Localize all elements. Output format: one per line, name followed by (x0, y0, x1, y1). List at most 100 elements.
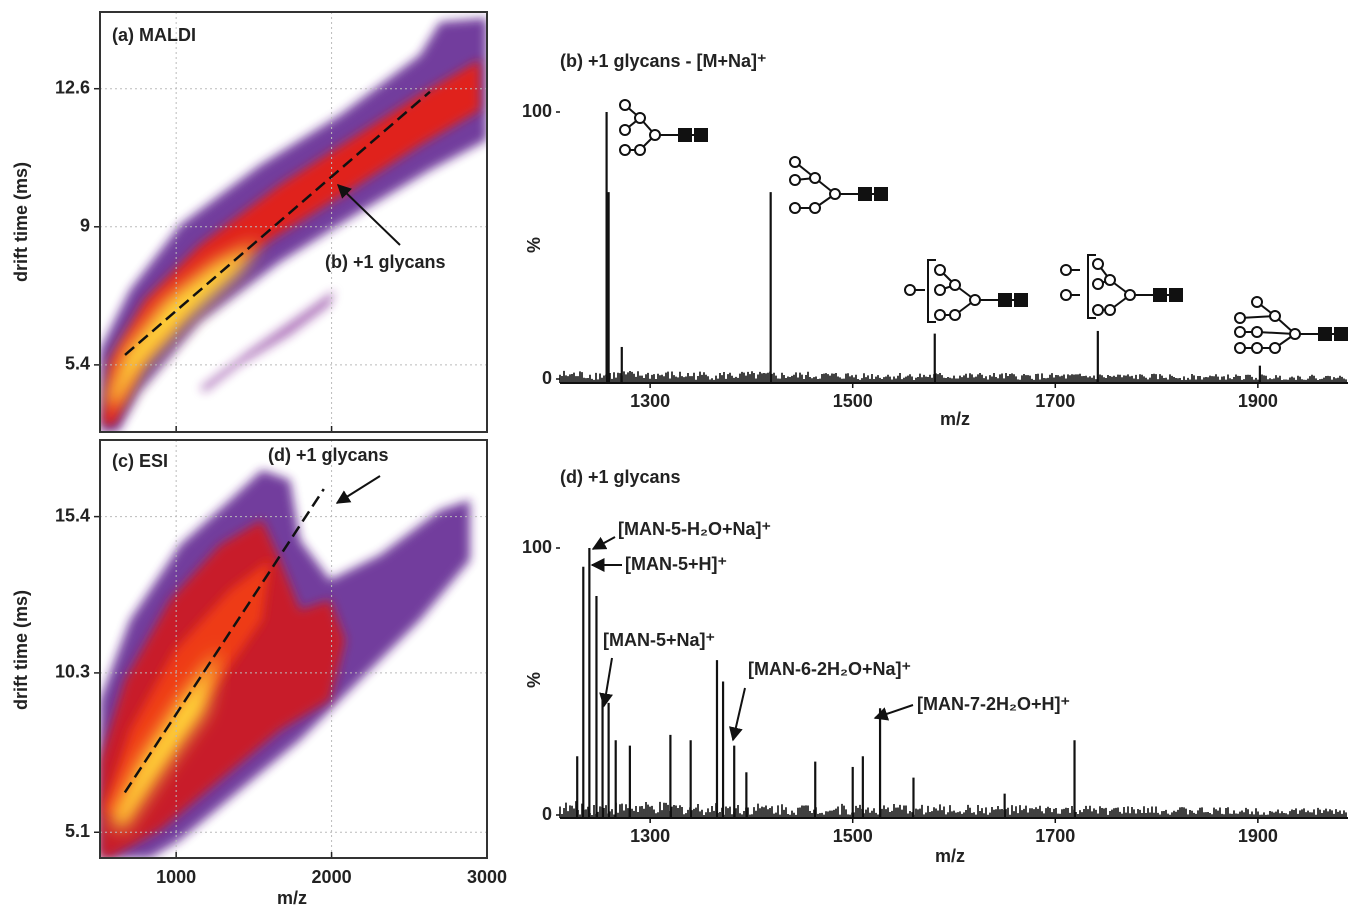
annotation: (d) +1 glycans (268, 445, 389, 465)
glycan-bond (1256, 331, 1296, 335)
x-axis-label: m/z (935, 846, 965, 866)
y-tick-label: 0 (542, 368, 552, 388)
annotation: [MAN-5-H₂O+Na]⁺ (618, 519, 771, 539)
panel-title: (d) +1 glycans (560, 467, 681, 487)
heatmap-cloud (100, 470, 470, 858)
panel-title: (b) +1 glycans - [M+Na]⁺ (560, 51, 767, 71)
glycan-residue (1234, 312, 1246, 324)
y-axis-label: % (524, 237, 544, 253)
baseline-noise (559, 370, 1347, 383)
annotation-arrow (729, 687, 746, 742)
glycan-icons (619, 99, 1348, 354)
x-axis-label: m/z (940, 409, 970, 429)
glycan-residue (934, 264, 946, 276)
y-tick-label: 15.4 (55, 505, 90, 525)
glycan-bracket (1087, 254, 1096, 319)
annotation-arrow (599, 657, 613, 708)
x-tick-label: 1700 (1035, 391, 1075, 411)
glycan-residue (829, 188, 841, 200)
baseline-noise (559, 801, 1347, 818)
glycan-residue (1092, 278, 1104, 290)
y-axis-label: drift time (ms) (11, 590, 31, 710)
glycan-residue (1092, 304, 1104, 316)
glycan-residue (904, 284, 916, 296)
plot-frame (99, 439, 488, 859)
x-tick-label: 1900 (1238, 391, 1278, 411)
glycan-residue (1269, 310, 1281, 322)
annotation-arrow (335, 475, 381, 504)
x-axis-label: m/z (277, 888, 307, 908)
x-tick-label: 1000 (156, 867, 196, 887)
glycan-residue (1092, 258, 1104, 270)
glycan-residue (1060, 264, 1072, 276)
y-tick-label: 100 (522, 101, 552, 121)
heatmap-cloud (100, 18, 487, 432)
glycan-residue (1153, 288, 1167, 302)
annotation: [MAN-6-2H₂O+Na]⁺ (748, 659, 911, 679)
y-tick-label: 0 (542, 804, 552, 824)
glycan-residue (678, 128, 692, 142)
plot-frame (99, 11, 488, 433)
glycan-residue (634, 144, 646, 156)
glycan-residue (789, 156, 801, 168)
y-axis-label: drift time (ms) (11, 162, 31, 282)
glycan-residue (619, 144, 631, 156)
panel-title: (a) MALDI (112, 25, 196, 45)
annotation-arrow (591, 536, 616, 550)
glycan-residue (1060, 289, 1072, 301)
glycan-residue (619, 99, 631, 111)
glycan-residue (949, 309, 961, 321)
glycan-residue (619, 124, 631, 136)
glycan-residue (969, 294, 981, 306)
glycan-residue (1014, 293, 1028, 307)
y-tick-label: 9 (80, 216, 90, 236)
glycan-residue (949, 279, 961, 291)
glycan-residue (809, 172, 821, 184)
glycan-residue (934, 309, 946, 321)
glycan-residue (1104, 304, 1116, 316)
glycan-residue (1124, 289, 1136, 301)
y-tick-label: 12.6 (55, 77, 90, 97)
glycan-residue (1269, 342, 1281, 354)
glycan-residue (1289, 328, 1301, 340)
x-tick-label: 3000 (467, 867, 507, 887)
x-tick-label: 1700 (1035, 826, 1075, 846)
glycan-residue (1104, 274, 1116, 286)
y-tick-label: 5.4 (65, 354, 90, 374)
glycan-residue (634, 112, 646, 124)
glycan-residue (789, 202, 801, 214)
trend-line (123, 488, 325, 794)
glycan-residue (998, 293, 1012, 307)
glycan-residue (649, 129, 661, 141)
glycan-residue (1251, 296, 1263, 308)
glycan-residue (1234, 326, 1246, 338)
glycan-residue (694, 128, 708, 142)
x-tick-label: 1500 (833, 391, 873, 411)
glycan-residue (934, 284, 946, 296)
glycan-residue (1234, 342, 1246, 354)
glycan-residue (809, 202, 821, 214)
annotation: (b) +1 glycans (325, 252, 446, 272)
x-tick-label: 1500 (833, 826, 873, 846)
x-tick-label: 1300 (630, 391, 670, 411)
annotation-arrow (336, 184, 401, 246)
annotation: [MAN-7-2H₂O+H]⁺ (917, 694, 1070, 714)
x-tick-label: 2000 (312, 867, 352, 887)
y-tick-label: 5.1 (65, 821, 90, 841)
glycan-residue (1251, 326, 1263, 338)
y-tick-label: 10.3 (55, 662, 90, 682)
annotation: [MAN-5+H]⁺ (625, 554, 727, 574)
glycan-bracket (927, 259, 936, 323)
glycan-residue (858, 187, 872, 201)
trend-line (124, 90, 431, 356)
glycan-residue (789, 174, 801, 186)
x-tick-label: 1300 (630, 826, 670, 846)
y-tick-label: 100 (522, 537, 552, 557)
annotation: [MAN-5+Na]⁺ (603, 630, 715, 650)
x-tick-label: 1900 (1238, 826, 1278, 846)
glycan-residue (874, 187, 888, 201)
glycan-residue (1318, 327, 1332, 341)
glycan-residue (1169, 288, 1183, 302)
glycan-residue (1251, 342, 1263, 354)
